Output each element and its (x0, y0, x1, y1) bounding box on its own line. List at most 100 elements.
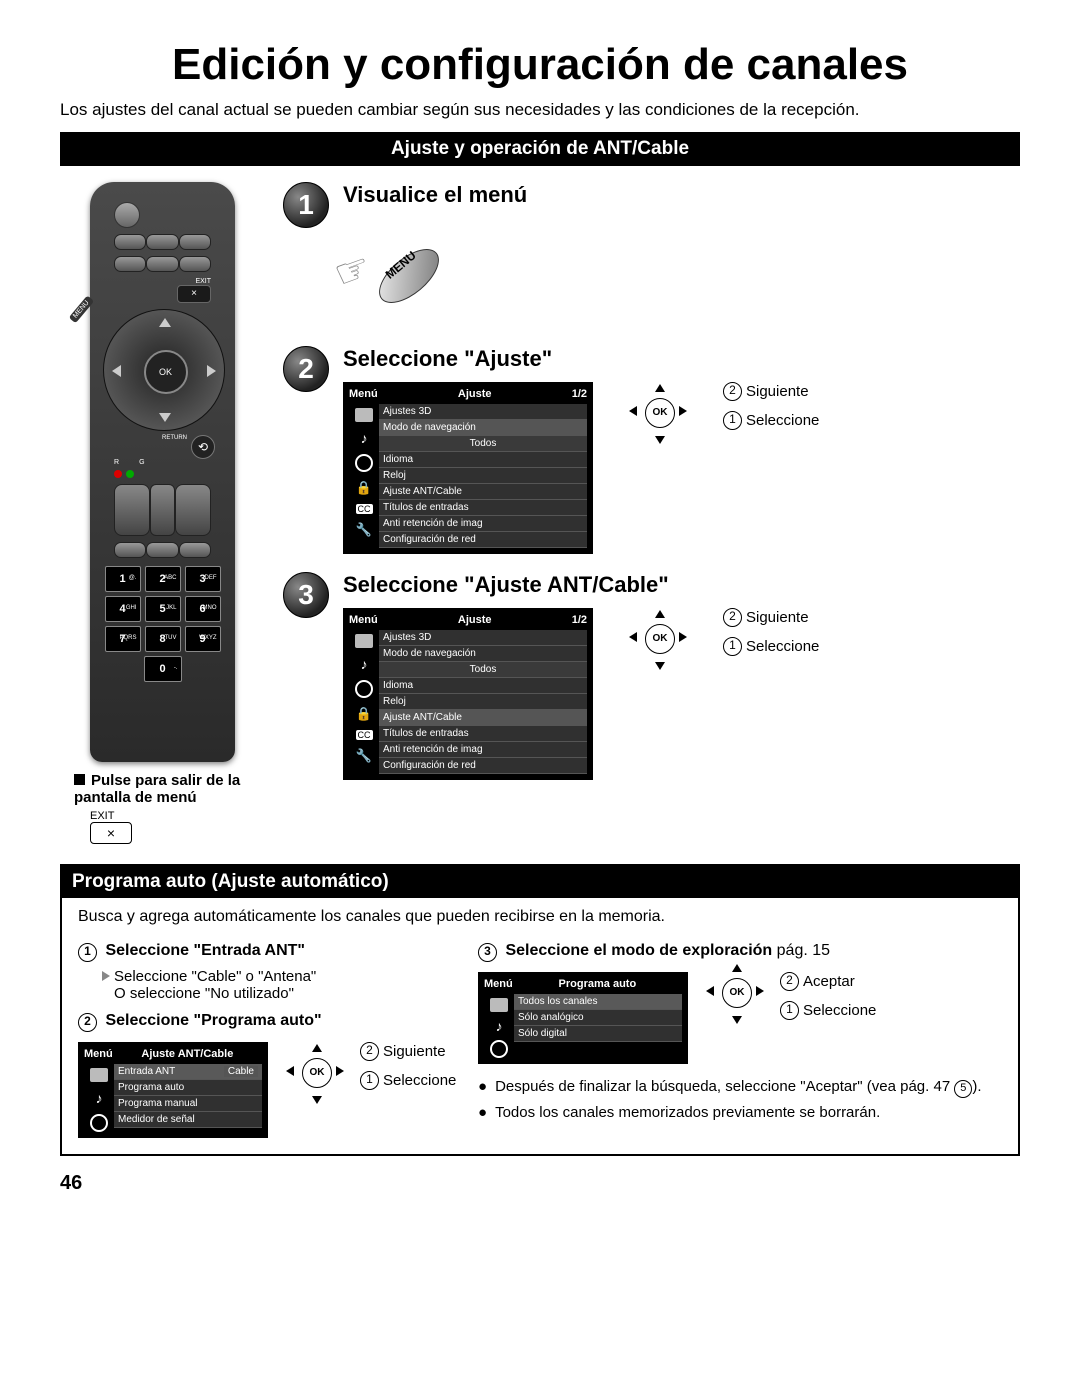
timer-icon (490, 1040, 508, 1058)
remote-button[interactable] (114, 484, 150, 536)
siguiente-label: Siguiente (746, 383, 809, 400)
r-label: R (114, 459, 119, 466)
nav-right-icon (756, 986, 764, 996)
nav-up[interactable] (159, 318, 171, 327)
g-label: G (139, 459, 144, 466)
wrench-icon: 🔧 (356, 522, 372, 538)
menu-tag: MENU (68, 296, 93, 324)
key-5[interactable]: 5JKL (145, 596, 181, 622)
remote-button[interactable] (114, 542, 146, 558)
green-button[interactable] (126, 470, 134, 478)
osd-item: Configuración de red (379, 758, 587, 774)
osd-page: 1/2 (572, 388, 587, 400)
ok-small: OK (645, 398, 675, 428)
note-icon: ♪ (96, 1090, 103, 1106)
osd-item: Sólo digital (514, 1026, 682, 1042)
note-icon: ♪ (361, 656, 368, 672)
ok-button[interactable]: OK (144, 350, 188, 394)
nav-right-icon (679, 632, 687, 642)
osd-item: Reloj (379, 694, 587, 710)
nav-left-icon (629, 406, 637, 416)
key-1[interactable]: 1@. (105, 566, 141, 592)
remote-button[interactable] (179, 542, 211, 558)
hand-icon: ☞ (328, 243, 377, 298)
osd-item: Programa auto (114, 1080, 262, 1096)
programa-auto-header: Programa auto (Ajuste automático) (62, 866, 1018, 898)
auto-step-1: 1 Seleccione "Entrada ANT" (78, 942, 458, 962)
auto-step-3: 3 Seleccione el modo de exploración pág.… (478, 942, 1002, 962)
exit-button[interactable]: × (177, 285, 211, 303)
lock-icon: 🔒 (356, 706, 372, 722)
circle-2: 2 (723, 382, 742, 401)
return-button[interactable]: ⟲ (191, 435, 215, 459)
osd-ajuste-label: Ajuste (458, 614, 492, 626)
osd-item: Anti retención de imag (379, 742, 587, 758)
cc-icon: CC (356, 730, 373, 740)
key-4[interactable]: 4GHI (105, 596, 141, 622)
nav-up-icon (312, 1044, 322, 1052)
osd-item: Ajustes 3D (379, 630, 587, 646)
exit-label: EXIT (100, 278, 211, 285)
exit-std-button[interactable]: × (90, 822, 132, 844)
osd-item: Todos (379, 662, 587, 678)
bullet: ●Después de finalizar la búsqueda, selec… (478, 1078, 1002, 1098)
wrench-icon: 🔧 (356, 748, 372, 764)
osd-item: Modo de navegación (379, 420, 587, 436)
nav-cue: OK 2Siguiente 1Seleccione (280, 1042, 450, 1092)
nav-left[interactable] (112, 365, 121, 377)
nav-down[interactable] (159, 413, 171, 422)
nav-left-icon (629, 632, 637, 642)
remote-button[interactable] (146, 256, 178, 272)
remote-button[interactable] (179, 234, 211, 250)
page-number: 46 (60, 1172, 1020, 1195)
circle-1: 1 (723, 411, 742, 430)
key-7[interactable]: 7PQRS (105, 626, 141, 652)
nav-up-icon (655, 384, 665, 392)
auto-step-1b: O seleccione "No utilizado" (114, 985, 458, 1002)
nav-ring[interactable]: OK (103, 309, 225, 431)
nav-cue: OK 2Siguiente 1Seleccione (623, 608, 843, 658)
key-2[interactable]: 2ABC (145, 566, 181, 592)
ok-small: OK (645, 624, 675, 654)
remote-button[interactable] (179, 256, 211, 272)
osd-prog-auto: Menú Programa auto ♪ Todos los (478, 972, 688, 1064)
remote-button[interactable] (146, 542, 178, 558)
key-8[interactable]: 8TUV (145, 626, 181, 652)
osd-item: Todos los canales (514, 994, 682, 1010)
nav-down-icon (655, 436, 665, 444)
osd-item: Programa manual (114, 1096, 262, 1112)
osd-menu-2: Menú Ajuste 1/2 ♪ 🔒 CC (343, 608, 593, 780)
exit-note: Pulse para salir de la pantalla de menú (74, 772, 265, 806)
osd-item: Modo de navegación (379, 646, 587, 662)
red-button[interactable] (114, 470, 122, 478)
nav-right-icon (336, 1066, 344, 1076)
osd-menu-label: Menú (349, 388, 378, 400)
nav-right[interactable] (207, 365, 216, 377)
remote-button[interactable] (114, 256, 146, 272)
nav-up-icon (732, 964, 742, 972)
key-6[interactable]: 6MNO (185, 596, 221, 622)
intro-text: Los ajustes del canal actual se pueden c… (60, 100, 1020, 120)
seleccione-label: Seleccione (803, 1002, 876, 1019)
tv-icon (90, 1068, 108, 1082)
remote-button[interactable] (150, 484, 176, 536)
remote-button[interactable] (146, 234, 178, 250)
key-0[interactable]: 0-. (144, 656, 182, 682)
circle-1: 1 (723, 637, 742, 656)
osd-page: 1/2 (572, 614, 587, 626)
key-3[interactable]: 3DEF (185, 566, 221, 592)
osd-item: Ajuste ANT/Cable (379, 484, 587, 500)
key-9[interactable]: 9WXYZ (185, 626, 221, 652)
step-2-title: Seleccione "Ajuste" (343, 346, 1020, 372)
remote-button[interactable] (114, 202, 140, 228)
remote-button[interactable] (114, 234, 146, 250)
auto-step-1a: Seleccione "Cable" o "Antena" (102, 968, 458, 985)
osd-item: Idioma (379, 452, 587, 468)
timer-icon (355, 454, 373, 472)
seleccione-label: Seleccione (746, 638, 819, 655)
osd-item: Entrada ANTCable (114, 1064, 262, 1080)
nav-left-icon (286, 1066, 294, 1076)
osd-menu: Menú Ajuste 1/2 ♪ 🔒 CC (343, 382, 593, 554)
remote-button[interactable] (175, 484, 211, 536)
osd-item: Sólo analógico (514, 1010, 682, 1026)
